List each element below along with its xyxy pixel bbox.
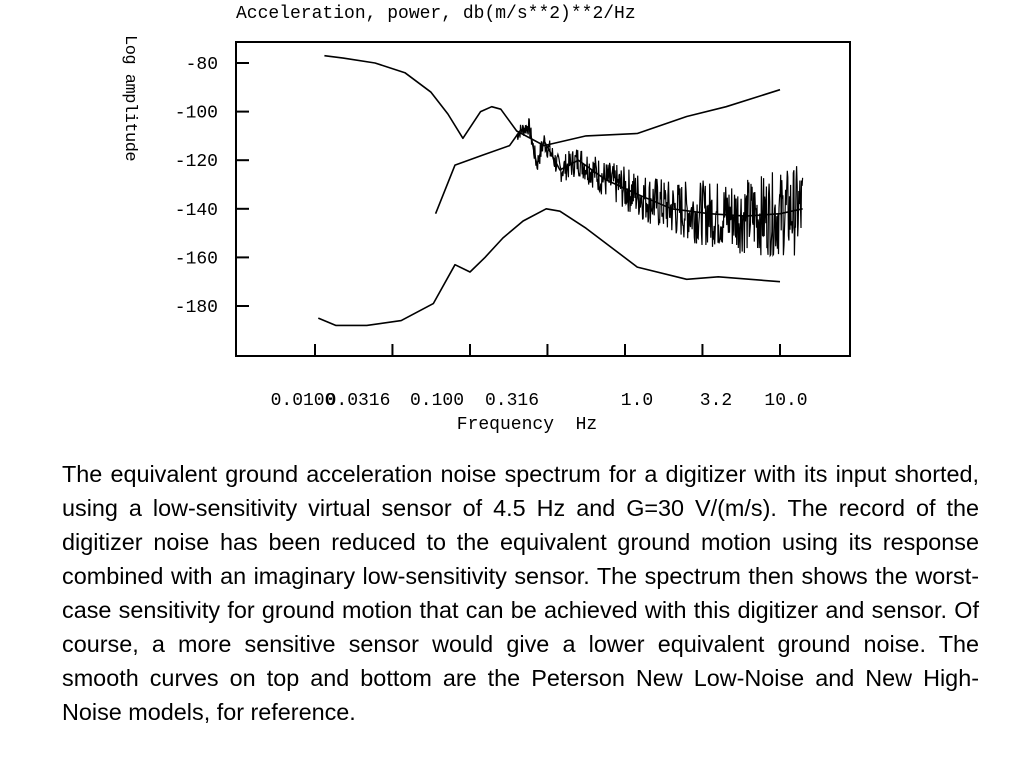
x-tick-label: 3.2	[700, 391, 732, 411]
spectrum-chart: Acceleration, power, db(m/s**2)**2/Hz Lo…	[120, 4, 851, 435]
y-tick-label: -120	[175, 152, 218, 172]
chart-title: Acceleration, power, db(m/s**2)**2/Hz	[236, 4, 636, 24]
low-noise-model-line	[317, 208, 781, 327]
y-tick-label: -180	[175, 298, 218, 318]
y-tick-label: -80	[186, 55, 218, 75]
digitizer-noise-jitter	[516, 118, 804, 258]
x-axis-label: Frequency Hz	[457, 415, 597, 435]
figure-caption: The equivalent ground acceleration noise…	[62, 461, 979, 725]
y-tick-label: -140	[175, 201, 218, 221]
x-tick-label: 0.0100	[271, 391, 336, 411]
x-tick-label: 0.316	[485, 391, 539, 411]
noise-trace-group	[516, 118, 804, 258]
y-axis-label: Log amplitude	[120, 35, 139, 161]
y-tick-label: -160	[175, 249, 218, 269]
series-group	[317, 54, 803, 327]
high-noise-model-line	[324, 54, 781, 147]
x-tick-label: 0.100	[410, 391, 464, 411]
digitizer-noise-line	[434, 125, 803, 217]
x-tick-label: 0.0316	[326, 391, 391, 411]
x-tick-label: 10.0	[764, 391, 807, 411]
y-tick-label: -100	[175, 104, 218, 124]
plot-frame	[235, 41, 851, 357]
y-axis-ticks: -80 -100 -120 -140 -160 -180	[175, 55, 249, 318]
x-tick-label: 1.0	[621, 391, 653, 411]
